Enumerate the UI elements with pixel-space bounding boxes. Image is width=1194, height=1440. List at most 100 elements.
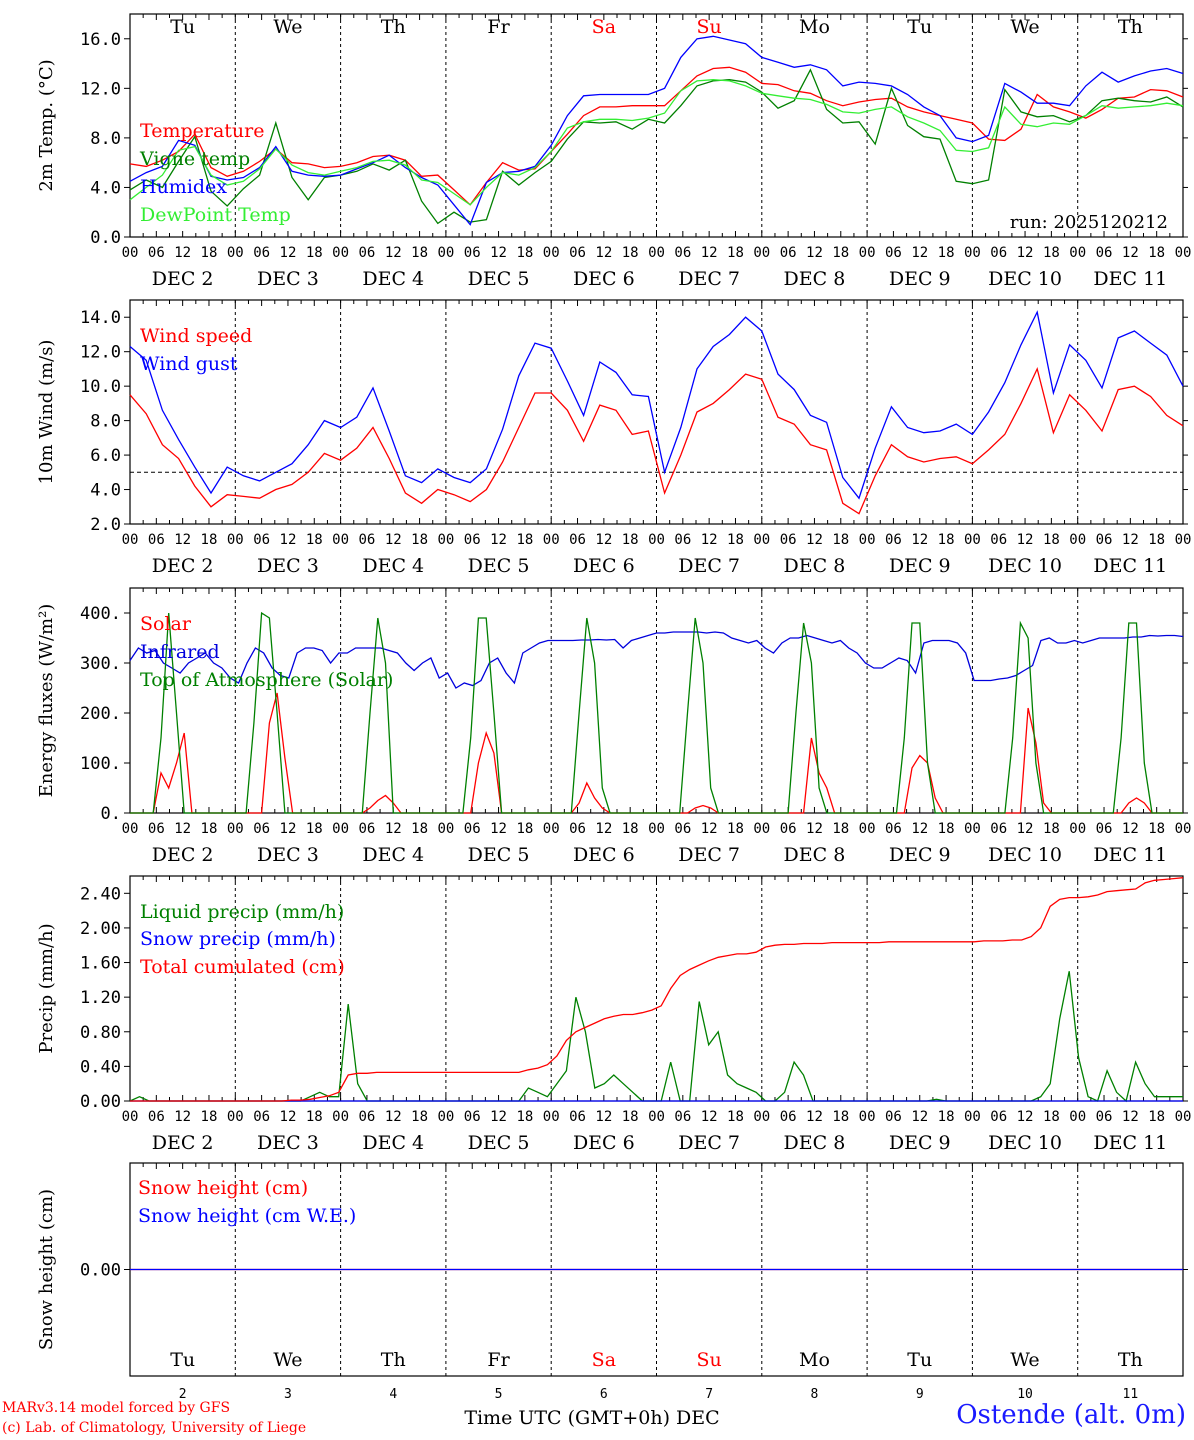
hour-tick-label: 00 xyxy=(1175,821,1192,837)
y-tick-label: 2.00 xyxy=(80,919,121,939)
hour-tick-label: 12 xyxy=(595,532,612,548)
legend-entry: Wind speed xyxy=(140,325,252,347)
hour-tick-label: 18 xyxy=(938,245,955,261)
day-number: 6 xyxy=(600,1387,608,1402)
legend-entry: Solar xyxy=(140,613,192,635)
hour-tick-label: 06 xyxy=(674,1109,691,1125)
date-label: DEC 8 xyxy=(784,555,846,577)
legend-entry: Temperature xyxy=(140,120,264,142)
hour-tick-label: 12 xyxy=(490,821,507,837)
hour-tick-label: 06 xyxy=(780,1109,797,1125)
date-label: DEC 5 xyxy=(468,844,530,866)
date-label: DEC 9 xyxy=(889,268,951,290)
hour-tick-label: 18 xyxy=(306,821,323,837)
hour-tick-label: 00 xyxy=(1175,1109,1192,1125)
date-label: DEC 6 xyxy=(573,1132,635,1154)
hour-tick-label: 06 xyxy=(148,821,165,837)
y-tick-label: 2.0 xyxy=(90,515,121,535)
hour-tick-label: 00 xyxy=(1175,245,1192,261)
y-tick-label: 2.40 xyxy=(80,884,121,904)
hour-tick-label: 06 xyxy=(148,1109,165,1125)
y-tick-label: 6.0 xyxy=(90,446,121,466)
hour-tick-label: 00 xyxy=(964,532,981,548)
hour-tick-label: 18 xyxy=(832,245,849,261)
hour-tick-label: 00 xyxy=(648,245,665,261)
hour-tick-label: 12 xyxy=(1017,1109,1034,1125)
hour-tick-label: 12 xyxy=(1122,245,1139,261)
y-tick-label: 14.0 xyxy=(80,308,121,328)
day-label-bottom: Tu xyxy=(907,1349,932,1371)
hour-tick-label: 06 xyxy=(1096,1109,1113,1125)
hour-tick-label: 12 xyxy=(701,1109,718,1125)
hour-tick-label: 06 xyxy=(990,532,1007,548)
y-tick-label: 0.80 xyxy=(80,1023,121,1043)
y-tick-label: 4.0 xyxy=(90,481,121,501)
hour-tick-label: 12 xyxy=(911,821,928,837)
hour-tick-label: 18 xyxy=(832,1109,849,1125)
legend-entry: Vigne temp xyxy=(139,148,250,170)
date-label: DEC 4 xyxy=(362,844,424,866)
hour-tick-label: 18 xyxy=(1148,821,1165,837)
hour-tick-label: 12 xyxy=(490,1109,507,1125)
day-number: 5 xyxy=(495,1387,503,1402)
legend-entry: DewPoint Temp xyxy=(140,204,291,226)
y-axis-label: 2m Temp. (°C) xyxy=(36,59,57,191)
hour-tick-label: 06 xyxy=(885,1109,902,1125)
day-label: Tu xyxy=(907,16,932,38)
hour-tick-label: 18 xyxy=(622,1109,639,1125)
hour-tick-label: 18 xyxy=(727,1109,744,1125)
hour-tick-label: 00 xyxy=(753,532,770,548)
date-label: DEC 2 xyxy=(152,844,214,866)
day-number: 7 xyxy=(705,1387,713,1402)
date-label: DEC 4 xyxy=(362,268,424,290)
hour-tick-label: 12 xyxy=(701,821,718,837)
y-tick-label: 12.0 xyxy=(80,79,121,99)
legend-entry: Humidex xyxy=(140,176,227,198)
day-label: Mo xyxy=(799,16,830,38)
date-label: DEC 3 xyxy=(257,844,319,866)
y-tick-label: 0.0 xyxy=(90,228,121,248)
date-label: DEC 8 xyxy=(784,268,846,290)
y-axis-label: Energy fluxes (W/m²) xyxy=(36,604,57,798)
chart-panel-1 xyxy=(124,13,1188,238)
series-top-of-atmosphere-solar xyxy=(130,611,1183,814)
chart-panel-3 xyxy=(124,587,1188,814)
hour-tick-label: 06 xyxy=(1096,821,1113,837)
hour-tick-label: 00 xyxy=(543,532,560,548)
hour-tick-label: 00 xyxy=(1069,245,1086,261)
hour-tick-label: 18 xyxy=(1043,245,1060,261)
day-label: Sa xyxy=(592,16,616,38)
legend-entry: Wind gust xyxy=(140,353,238,375)
hour-tick-label: 00 xyxy=(1069,532,1086,548)
date-label: DEC 5 xyxy=(468,268,530,290)
y-tick-label: 8.0 xyxy=(90,412,121,432)
hour-tick-label: 12 xyxy=(911,532,928,548)
hour-tick-label: 18 xyxy=(1148,245,1165,261)
hour-tick-label: 18 xyxy=(938,1109,955,1125)
date-label: DEC 4 xyxy=(362,555,424,577)
hour-tick-label: 18 xyxy=(411,532,428,548)
hour-tick-label: 18 xyxy=(938,821,955,837)
date-label: DEC 11 xyxy=(1093,555,1167,577)
hour-tick-label: 00 xyxy=(1175,532,1192,548)
hour-tick-label: 00 xyxy=(859,532,876,548)
hour-tick-label: 06 xyxy=(990,821,1007,837)
hour-tick-label: 18 xyxy=(1148,532,1165,548)
y-tick-label: 300. xyxy=(80,654,121,674)
y-tick-label: 4.0 xyxy=(90,178,121,198)
hour-tick-label: 12 xyxy=(1017,532,1034,548)
hour-tick-label: 18 xyxy=(622,245,639,261)
chart-panel-2 xyxy=(124,299,1188,525)
date-label: DEC 4 xyxy=(362,1132,424,1154)
date-label: DEC 8 xyxy=(784,1132,846,1154)
hour-tick-label: 06 xyxy=(674,821,691,837)
day-label-bottom: Th xyxy=(381,1349,406,1371)
day-label: We xyxy=(1010,16,1039,38)
hour-tick-label: 06 xyxy=(1096,245,1113,261)
hour-tick-label: 06 xyxy=(569,821,586,837)
series-humidex xyxy=(129,35,1184,226)
hour-tick-label: 00 xyxy=(1069,1109,1086,1125)
hour-tick-label: 00 xyxy=(543,245,560,261)
day-number: 10 xyxy=(1017,1387,1033,1402)
hour-tick-label: 06 xyxy=(464,532,481,548)
